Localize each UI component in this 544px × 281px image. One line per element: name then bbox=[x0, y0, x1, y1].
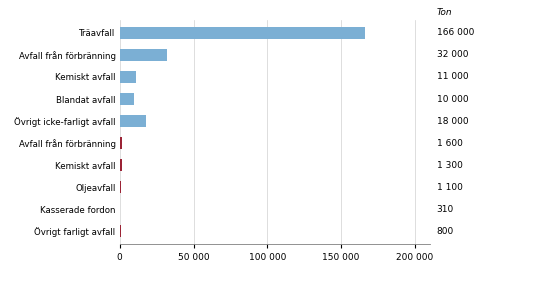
Text: 800: 800 bbox=[437, 227, 454, 236]
Text: 32 000: 32 000 bbox=[437, 50, 468, 60]
Text: 18 000: 18 000 bbox=[437, 117, 468, 126]
Text: 1 600: 1 600 bbox=[437, 139, 462, 148]
Bar bbox=[120, 159, 122, 171]
Bar bbox=[120, 181, 121, 193]
Text: 166 000: 166 000 bbox=[437, 28, 474, 37]
Text: 1 100: 1 100 bbox=[437, 183, 462, 192]
Text: 10 000: 10 000 bbox=[437, 94, 468, 103]
Bar bbox=[120, 27, 365, 39]
Bar bbox=[120, 137, 122, 149]
Text: Ton: Ton bbox=[437, 8, 452, 17]
Text: 11 000: 11 000 bbox=[437, 72, 468, 81]
Bar bbox=[120, 49, 167, 61]
Bar bbox=[120, 93, 134, 105]
Text: 1 300: 1 300 bbox=[437, 161, 462, 170]
Bar bbox=[120, 225, 121, 237]
Bar bbox=[120, 115, 146, 127]
Text: 310: 310 bbox=[437, 205, 454, 214]
Bar bbox=[120, 71, 136, 83]
